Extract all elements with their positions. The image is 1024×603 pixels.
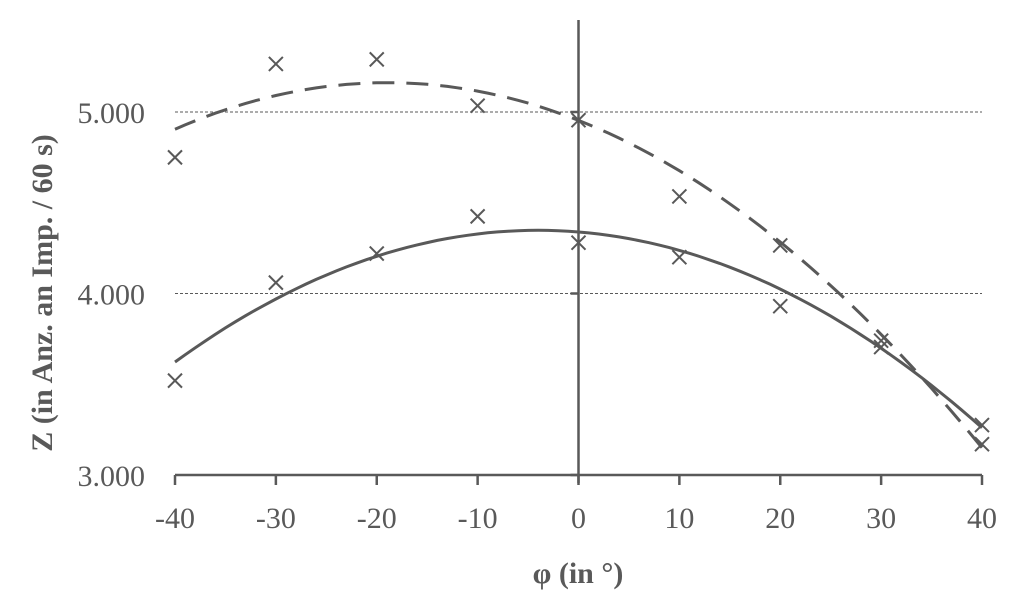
x-tick-labels: -40 -30 -20 -10 0 10 20 30 40 (155, 502, 997, 535)
x-marker (974, 417, 990, 433)
x-axis-title: φ (in °) (533, 557, 624, 590)
x-marker (268, 274, 284, 291)
x-tick-label: 30 (866, 502, 896, 535)
x-marker (873, 332, 889, 349)
x-marker (469, 208, 486, 225)
x-marker (974, 436, 990, 452)
x-marker (671, 188, 688, 205)
x-marker (873, 339, 889, 355)
x-tick-label: -10 (458, 502, 498, 535)
x-tick-label: 20 (765, 502, 795, 535)
x-tick-label: 10 (664, 502, 694, 535)
y-tick-label: 3.000 (78, 460, 146, 493)
y-tick-label: 5.000 (78, 97, 146, 130)
series-solid-trendline (174, 228, 983, 429)
x-marker (268, 56, 284, 72)
axes (173, 20, 984, 485)
x-marker (167, 372, 183, 389)
x-marker (167, 149, 183, 166)
x-tick-label: -20 (357, 502, 397, 535)
x-marker (570, 234, 587, 251)
data-markers (167, 51, 990, 452)
x-marker (369, 51, 385, 68)
x-marker (570, 112, 587, 128)
y-tick-labels: 3.000 4.000 5.000 (78, 97, 146, 493)
x-marker (469, 97, 486, 114)
x-tick-label: -30 (256, 502, 296, 535)
horizontal-gridlines (175, 111, 982, 294)
x-tick-label: 40 (967, 502, 997, 535)
x-marker (369, 245, 385, 262)
y-tick-label: 4.000 (78, 279, 146, 312)
x-tick-label: 0 (571, 502, 586, 535)
x-tick-label: -40 (155, 502, 195, 535)
x-marker (772, 237, 788, 254)
y-axis-title: Z (in Anz. an Imp. / 60 s) (26, 134, 59, 452)
x-marker (772, 298, 788, 314)
x-marker (671, 249, 688, 265)
